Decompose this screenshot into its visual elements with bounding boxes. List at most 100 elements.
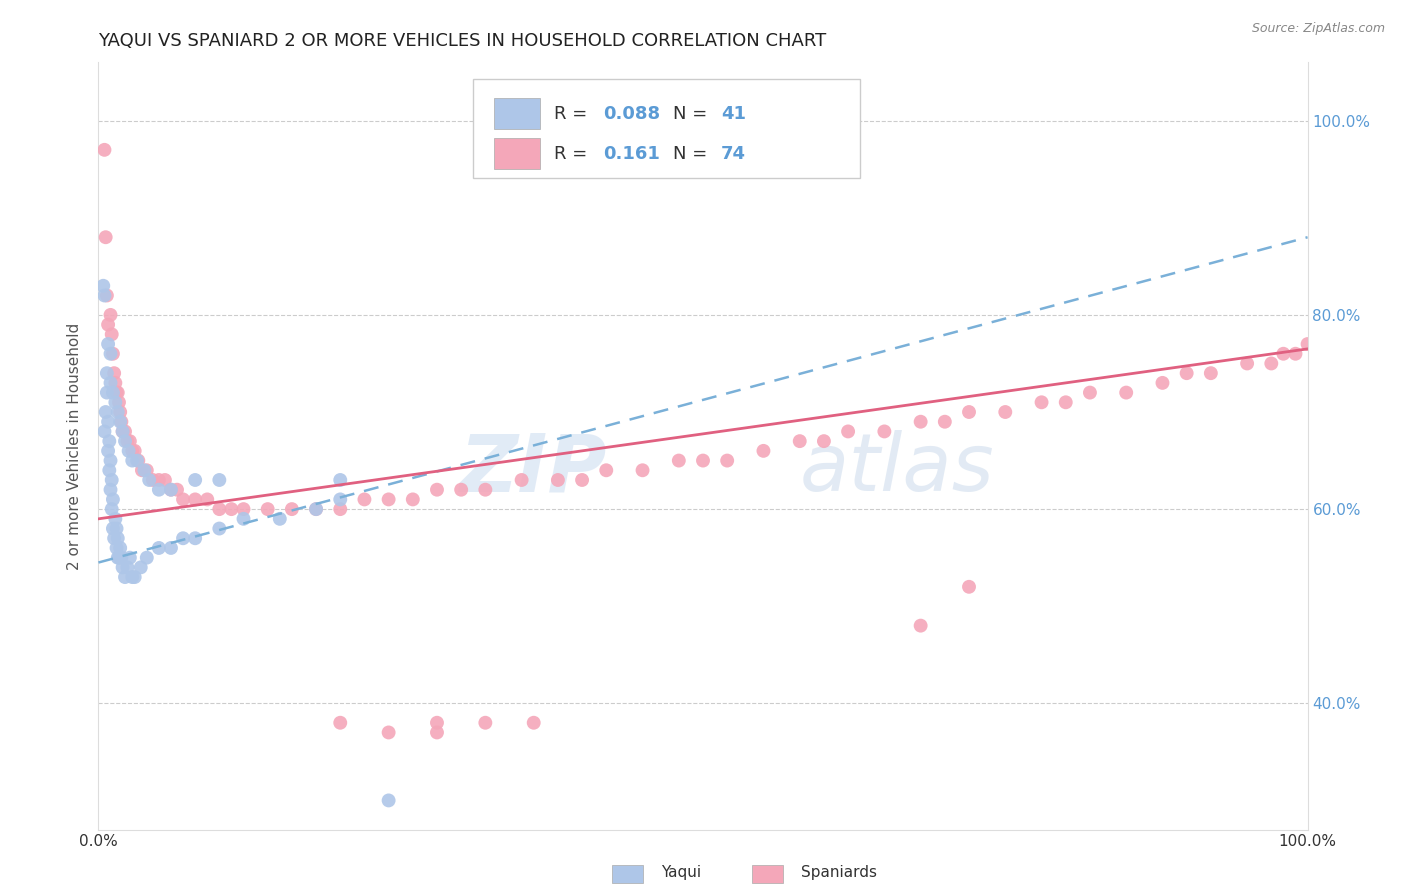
Y-axis label: 2 or more Vehicles in Household: 2 or more Vehicles in Household (67, 322, 83, 570)
Point (281, 502, 304, 516)
Point (474, 483, 496, 497)
Point (105, 385, 128, 400)
Point (108, 550, 131, 565)
Point (91, 278, 114, 293)
Point (329, 492, 352, 507)
Point (103, 531, 125, 545)
Point (402, 492, 425, 507)
Point (426, 725, 449, 739)
Point (1296, 337, 1319, 351)
Point (100, 327, 122, 342)
Point (105, 522, 128, 536)
Point (94, 405, 117, 419)
Point (426, 483, 449, 497)
Point (571, 473, 593, 487)
Point (208, 473, 231, 487)
Point (124, 570, 146, 584)
Point (93, 288, 115, 302)
Point (232, 502, 254, 516)
Point (124, 443, 146, 458)
Point (329, 715, 352, 730)
Point (93, 143, 115, 157)
Point (93, 425, 115, 439)
Point (160, 483, 183, 497)
Point (100, 308, 122, 322)
Text: Source: ZipAtlas.com: Source: ZipAtlas.com (1251, 22, 1385, 36)
Point (1272, 347, 1295, 361)
Point (232, 512, 254, 526)
Point (1199, 366, 1222, 380)
Point (837, 425, 859, 439)
Point (100, 502, 122, 516)
Point (1115, 385, 1137, 400)
Point (135, 550, 157, 565)
FancyBboxPatch shape (474, 79, 860, 178)
Text: Yaqui: Yaqui (661, 865, 702, 880)
Point (166, 483, 188, 497)
Point (668, 453, 690, 467)
Point (148, 483, 170, 497)
Point (100, 347, 122, 361)
Point (104, 395, 127, 409)
Point (523, 715, 546, 730)
Point (1260, 356, 1282, 370)
Point (134, 463, 156, 477)
Point (148, 473, 170, 487)
Point (692, 453, 714, 467)
Point (96, 385, 118, 400)
Point (1284, 347, 1306, 361)
Point (104, 512, 127, 526)
Point (269, 512, 291, 526)
Point (1152, 376, 1174, 390)
Point (353, 492, 375, 507)
Point (127, 453, 149, 467)
Point (101, 492, 124, 507)
Point (114, 570, 136, 584)
Point (100, 473, 122, 487)
Text: ZIP: ZIP (458, 430, 606, 508)
Point (104, 376, 127, 390)
Point (208, 502, 231, 516)
FancyBboxPatch shape (494, 98, 540, 129)
Point (110, 550, 132, 565)
Point (873, 425, 896, 439)
Point (172, 492, 194, 507)
Point (256, 502, 278, 516)
Point (108, 405, 131, 419)
Point (100, 483, 122, 497)
Point (813, 434, 835, 449)
Point (114, 425, 136, 439)
Point (329, 473, 352, 487)
Point (184, 492, 207, 507)
Point (195, 492, 218, 507)
Point (1031, 395, 1053, 409)
Point (97, 443, 120, 458)
Point (716, 453, 738, 467)
Point (1078, 385, 1101, 400)
Point (221, 502, 243, 516)
Text: 74: 74 (721, 145, 747, 162)
Point (96, 288, 118, 302)
Point (910, 415, 932, 429)
Point (377, 793, 399, 807)
Point (208, 522, 231, 536)
Point (377, 492, 399, 507)
Point (94, 230, 117, 244)
Point (1236, 356, 1258, 370)
Point (510, 473, 533, 487)
Point (118, 443, 141, 458)
Point (103, 366, 125, 380)
Point (957, 580, 980, 594)
Point (127, 453, 149, 467)
Point (138, 473, 160, 487)
Point (118, 434, 141, 449)
Point (305, 502, 328, 516)
Point (957, 405, 980, 419)
Point (547, 473, 569, 487)
Text: R =: R = (554, 145, 599, 162)
Point (135, 463, 157, 477)
Point (160, 483, 183, 497)
Point (377, 725, 399, 739)
Point (97, 337, 120, 351)
Point (98, 463, 121, 477)
